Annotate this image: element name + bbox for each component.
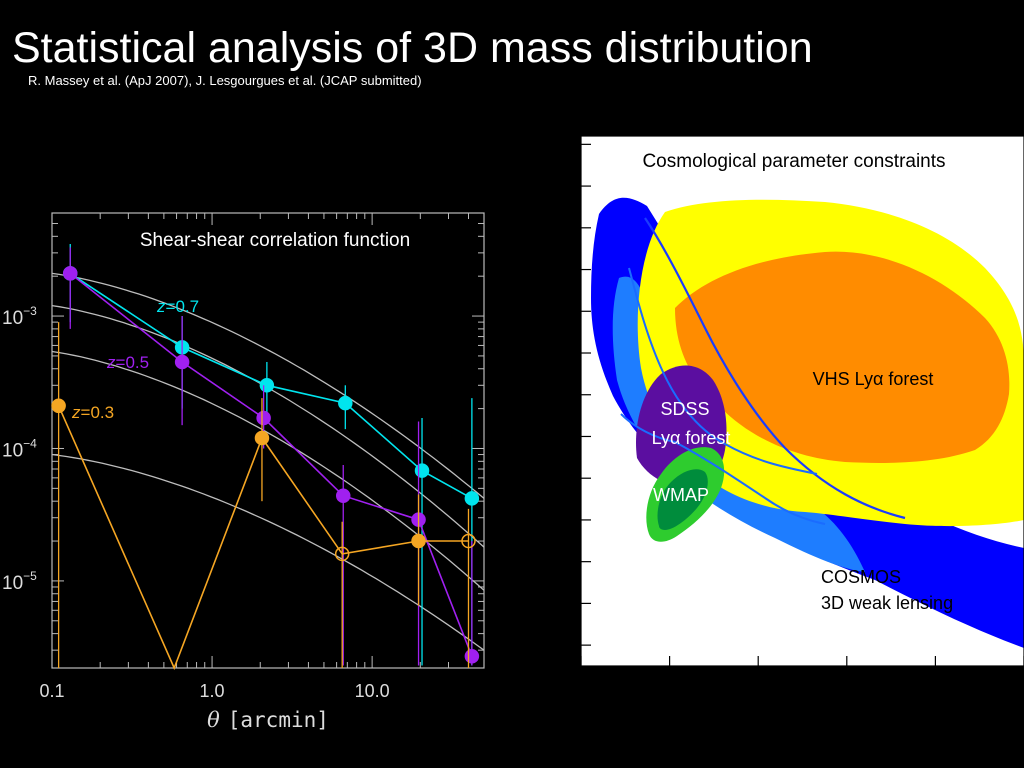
x-tick-label: 0.1 <box>39 681 64 701</box>
data-point <box>256 410 271 426</box>
y-tick-label: 10−4 <box>2 436 37 461</box>
y-tick-label: 1.6 <box>544 134 573 157</box>
label-wmap: WMAP <box>653 485 709 505</box>
data-point <box>338 395 353 411</box>
data-point <box>411 533 426 549</box>
y-tick-label: 0.9 <box>544 426 573 449</box>
series-line <box>57 405 469 671</box>
data-point <box>174 354 190 370</box>
slide-title: Statistical analysis of 3D mass distribu… <box>12 24 813 72</box>
x-tick-label: 0.6 <box>832 680 863 705</box>
model-curve <box>51 272 485 499</box>
data-point <box>259 378 275 393</box>
y-tick-label: 1.2 <box>544 301 573 324</box>
y-tick-label: 10−3 <box>2 304 37 329</box>
model-curve <box>51 453 485 651</box>
slide-subtitle: R. Massey et al. (ApJ 2007), J. Lesgourg… <box>28 73 422 88</box>
data-point <box>335 488 351 503</box>
label-vhs: VHS Lyα forest <box>813 369 934 389</box>
region-vhs-orange <box>675 251 1010 463</box>
y-tick-label: 1 <box>561 385 573 408</box>
constraint-regions <box>591 197 1024 649</box>
left-chart-title: Shear-shear correlation function <box>140 230 410 251</box>
model-curve <box>51 350 485 591</box>
cosmos-contour-left <box>628 267 818 475</box>
series-label-z03: z=0.3 <box>71 403 114 422</box>
cosmos-contour-inner <box>620 413 826 525</box>
y-tick-label: 1.1 <box>544 343 574 366</box>
data-point <box>464 648 480 664</box>
y-tick-labels: 0.4 0.5 0.6 0.7 0.8 0.9 1 1.1 1.2 1.3 1.4 1.5 1.6 <box>544 134 591 658</box>
data-point <box>334 546 350 562</box>
region-wmap-inner <box>657 469 708 530</box>
y-tick-label: 1.4 <box>544 218 574 241</box>
label-sdss-1: SDSS <box>660 399 709 419</box>
y-axis-label: σ8 <box>525 375 548 402</box>
y-tick-label: 0.7 <box>544 510 573 533</box>
x-tick-label: 1 <box>1009 680 1021 705</box>
x-tick-label: 0 <box>575 680 587 705</box>
data-point <box>464 491 480 506</box>
series-z03 <box>51 322 476 671</box>
label-cosmos-2: 3D weak lensing <box>821 593 953 613</box>
label-sdss-2: Lyα forest <box>652 428 731 448</box>
label-cosmos-1: COSMOS <box>821 567 901 587</box>
data-point <box>254 430 270 446</box>
data-point <box>62 266 78 281</box>
y-tick-label: 10−5 <box>2 569 37 594</box>
y-tick-label: 1.3 <box>544 260 573 283</box>
y-tick-label: 0.8 <box>544 468 574 491</box>
model-curves <box>51 272 485 651</box>
x-tick-label: 1.0 <box>200 681 225 701</box>
shear-correlation-chart: 0.1 1.0 10.0 10−3 10−4 10−5 Shear-shear corre… <box>2 212 485 732</box>
left-plot-frame <box>51 212 485 669</box>
y-tick-label: 1.5 <box>544 176 574 199</box>
series-line <box>69 272 473 500</box>
model-curve <box>51 304 485 548</box>
y-tick-label: 0.6 <box>544 552 573 575</box>
x-tick-label: 10.0 <box>355 681 390 701</box>
data-point <box>414 463 430 478</box>
cosmos-contour-outer <box>644 217 906 520</box>
x-tick-label: 0.4 <box>743 680 774 705</box>
y-tick-label: 0.5 <box>544 593 574 616</box>
y-tick-label: 0.4 <box>544 635 574 658</box>
x-tick-labels: 0 0.2 0.4 0.6 0.8 1 <box>575 656 1024 705</box>
right-chart-title: Cosmological parameter constraints <box>642 151 945 172</box>
series-z07 <box>62 244 480 666</box>
series-line <box>69 272 473 657</box>
x-tick-label: 0.8 <box>920 680 951 705</box>
x-tick-label: 0.2 <box>654 680 685 705</box>
series-label-z07: z=0.7 <box>156 297 199 316</box>
x-axis-label: Ωm <box>775 703 813 742</box>
series-label-z05: z=0.5 <box>106 353 149 372</box>
x-axis-label: θ [arcmin] <box>207 708 329 732</box>
data-point <box>51 398 66 414</box>
data-point <box>461 533 476 549</box>
